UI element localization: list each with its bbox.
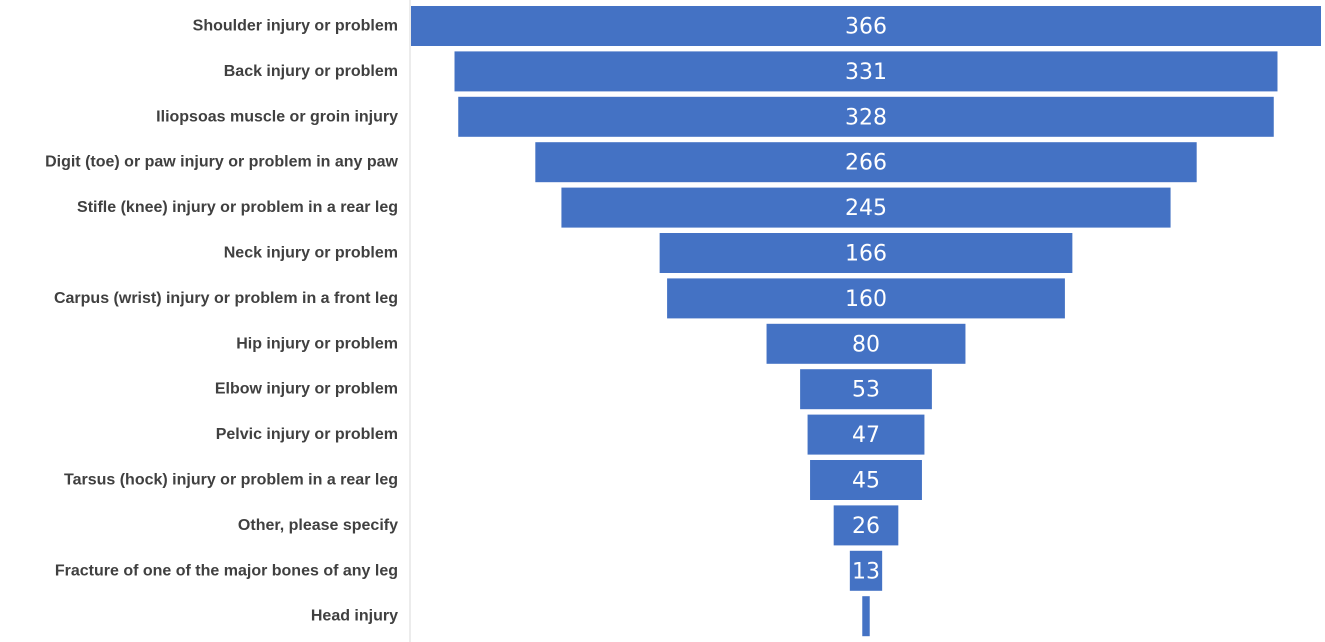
value-label: 366 xyxy=(845,15,887,40)
category-label: Other, please specify xyxy=(238,517,398,534)
category-label: Neck injury or problem xyxy=(224,245,398,262)
funnel-bar xyxy=(810,460,922,500)
value-label: 166 xyxy=(845,242,887,267)
funnel-bar xyxy=(535,142,1197,183)
funnel-bar xyxy=(833,505,899,546)
category-label: Fracture of one of the major bones of an… xyxy=(55,562,398,579)
value-label: 245 xyxy=(845,196,887,221)
funnel-bar xyxy=(807,414,925,455)
category-label: Stifle (knee) injury or problem in a rea… xyxy=(77,199,398,216)
category-labels: Shoulder injury or problem Back injury or… xyxy=(45,18,398,625)
funnel-bar xyxy=(849,550,883,591)
value-label: 331 xyxy=(845,60,887,85)
value-label: 160 xyxy=(845,287,887,312)
value-label: 13 xyxy=(852,559,880,584)
funnel-bar xyxy=(561,187,1171,228)
value-labels: 366 331 328 266 245 166 160 80 53 47 45 26 13 xyxy=(845,15,887,585)
funnel-bar xyxy=(766,323,966,364)
category-label: Pelvic injury or problem xyxy=(216,426,398,443)
value-label: 266 xyxy=(845,151,887,176)
value-label: 26 xyxy=(852,514,880,539)
category-label: Back injury or problem xyxy=(224,63,398,80)
value-label: 45 xyxy=(852,469,880,494)
category-label: Carpus (wrist) injury or problem in a fr… xyxy=(54,290,398,307)
funnel-bar xyxy=(411,6,1321,46)
funnel-bar xyxy=(458,96,1274,137)
value-label: 328 xyxy=(845,105,887,130)
funnel-bar xyxy=(862,596,870,637)
category-label: Hip injury or problem xyxy=(236,335,398,352)
value-label: 53 xyxy=(852,378,880,403)
category-label: Elbow injury or problem xyxy=(215,381,398,398)
funnel-bar xyxy=(659,233,1073,273)
value-label: 80 xyxy=(852,332,880,357)
funnel-bar xyxy=(454,51,1278,92)
category-label: Shoulder injury or problem xyxy=(193,18,398,35)
funnel-bar xyxy=(800,369,932,410)
category-label: Head injury xyxy=(311,608,398,625)
category-label: Tarsus (hock) injury or problem in a rea… xyxy=(64,472,398,489)
category-label: Iliopsoas muscle or groin injury xyxy=(156,108,398,125)
value-label: 47 xyxy=(852,423,880,448)
funnel-bars xyxy=(411,6,1321,637)
category-label: Digit (toe) or paw injury or problem in … xyxy=(45,154,398,171)
funnel-bar xyxy=(667,278,1065,319)
